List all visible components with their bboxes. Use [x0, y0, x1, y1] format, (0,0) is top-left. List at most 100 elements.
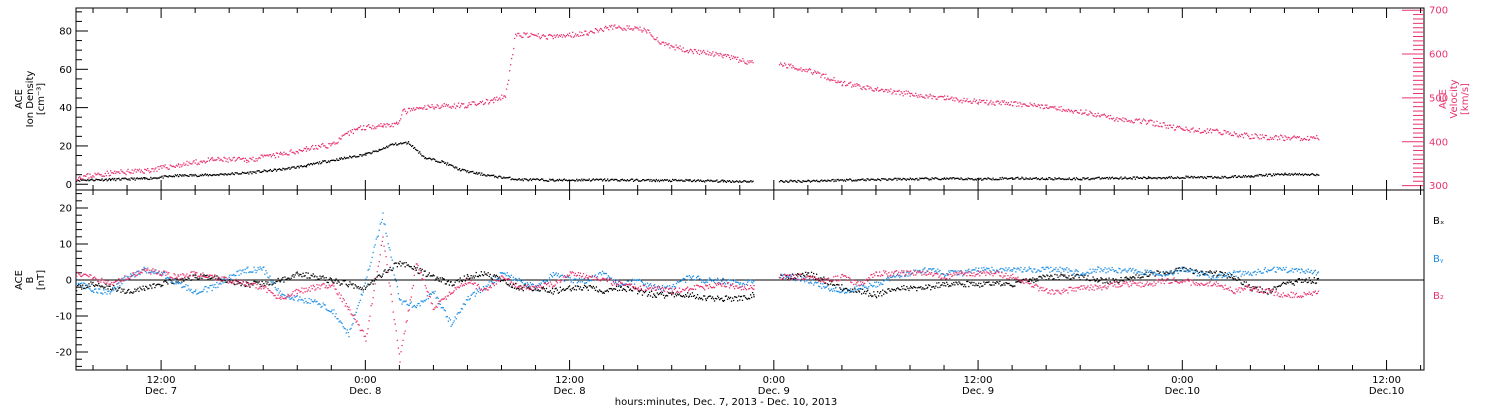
b-series-0-point: [104, 287, 105, 288]
b-series-1-point: [146, 272, 147, 273]
b-series-1-point: [252, 271, 253, 272]
density-series-point: [1298, 174, 1299, 175]
b-series-0-point: [1033, 282, 1034, 283]
velocity-series-point: [1269, 139, 1270, 140]
b-series-0-point: [1046, 279, 1047, 280]
b-series-0-point: [946, 282, 947, 283]
velocity-series-point: [1274, 136, 1275, 137]
velocity-series-point: [927, 97, 928, 98]
date-tick-label: Dec. 8: [349, 386, 381, 397]
b-series-0-point: [811, 272, 812, 273]
velocity-series-point: [1261, 138, 1262, 139]
density-series-point: [930, 179, 931, 180]
density-series-point: [163, 177, 164, 178]
b-series-1-point: [393, 268, 394, 269]
b-series-1-point: [856, 285, 857, 286]
b-series-0-point: [630, 289, 631, 290]
b-series-0-point: [1286, 283, 1287, 284]
velocity-series-point: [1209, 130, 1210, 131]
b-series-1-point: [600, 272, 601, 273]
b-series-0-point: [908, 290, 909, 291]
b-series-1-point: [487, 286, 488, 287]
b-series-0-point: [674, 296, 675, 297]
velocity-series-point: [709, 52, 710, 53]
density-series-point: [927, 178, 928, 179]
b-series-1-point: [92, 290, 93, 291]
b-series-0-point: [315, 279, 316, 280]
density-series-point: [394, 144, 395, 145]
b-series-0-point: [993, 284, 994, 285]
velocity-series-point: [1048, 108, 1049, 109]
b-series-0-point: [345, 280, 346, 281]
b-series-1-point: [1023, 269, 1024, 270]
b-series-0-point: [939, 287, 940, 288]
velocity-series-point: [655, 39, 656, 40]
b-series-0-point: [1206, 271, 1207, 272]
b-series-1-point: [97, 292, 98, 293]
velocity-series-point: [1289, 137, 1290, 138]
density-series-point: [1083, 177, 1084, 178]
b-series-0-point: [390, 267, 391, 268]
b-series-0-point: [199, 277, 200, 278]
density-series-point: [343, 158, 344, 159]
b-series-1-point: [717, 278, 718, 279]
b-series-0-point: [355, 284, 356, 285]
b-series-1-point: [745, 280, 746, 281]
b-series-1-point: [395, 278, 396, 279]
b-series-1-point: [84, 283, 85, 284]
density-tick-label: 20: [59, 141, 72, 152]
density-series-point: [312, 164, 313, 165]
b-series-0-point: [122, 291, 123, 292]
density-series-point: [118, 178, 119, 179]
velocity-series-point: [106, 175, 107, 176]
b-series-0-point: [544, 288, 545, 289]
density-series-point: [519, 178, 520, 179]
b-series-0-point: [487, 275, 488, 276]
b-series-0-point: [964, 284, 965, 285]
b-series-0-point: [399, 263, 400, 264]
density-series-point: [481, 173, 482, 174]
b-series-0-point: [142, 286, 143, 287]
b-series-0-point: [1302, 279, 1303, 280]
b-series-1-point: [467, 299, 468, 300]
b-series-0-point: [686, 296, 687, 297]
b-series-1-point: [188, 289, 189, 290]
velocity-series-point: [572, 32, 573, 33]
b-series-1-point: [1082, 272, 1083, 273]
b-series-0-point: [650, 295, 651, 296]
velocity-tick-label: 600: [1429, 50, 1448, 61]
density-series-point: [110, 180, 111, 181]
b-series-0-point: [1014, 285, 1015, 286]
b-series-1-point: [886, 278, 887, 279]
b-series-1-point: [1038, 270, 1039, 271]
b-series-0-point: [808, 272, 809, 273]
velocity-series-point: [583, 34, 584, 35]
velocity-series-point: [257, 158, 258, 159]
velocity-series-point: [400, 118, 401, 119]
velocity-series-point: [1226, 132, 1227, 133]
b-series-0-point: [886, 293, 887, 294]
b-series-1-point: [1050, 267, 1051, 268]
velocity-series-point: [210, 159, 211, 160]
velocity-series-point: [105, 173, 106, 174]
b-series-1-point: [186, 290, 187, 291]
b-series-1-point: [1156, 273, 1157, 274]
b-series-1-point: [1103, 269, 1104, 270]
velocity-series-point: [405, 111, 406, 112]
velocity-series-point: [139, 169, 140, 170]
velocity-series-point: [1081, 114, 1082, 115]
velocity-series-point: [1097, 115, 1098, 116]
velocity-series-point: [752, 62, 753, 63]
b-series-0-point: [139, 287, 140, 288]
velocity-series-point: [283, 152, 284, 153]
b-series-1-point: [423, 301, 424, 302]
b-series-0-point: [739, 299, 740, 300]
velocity-series-point: [1286, 137, 1287, 138]
b-series-0-point: [318, 278, 319, 279]
b-series-0-point: [1289, 280, 1290, 281]
b-series-0-point: [1300, 279, 1301, 280]
velocity-series-point: [886, 89, 887, 90]
density-series-point: [1081, 179, 1082, 180]
density-series-point: [1270, 174, 1271, 175]
b-series-1-point: [573, 282, 574, 283]
